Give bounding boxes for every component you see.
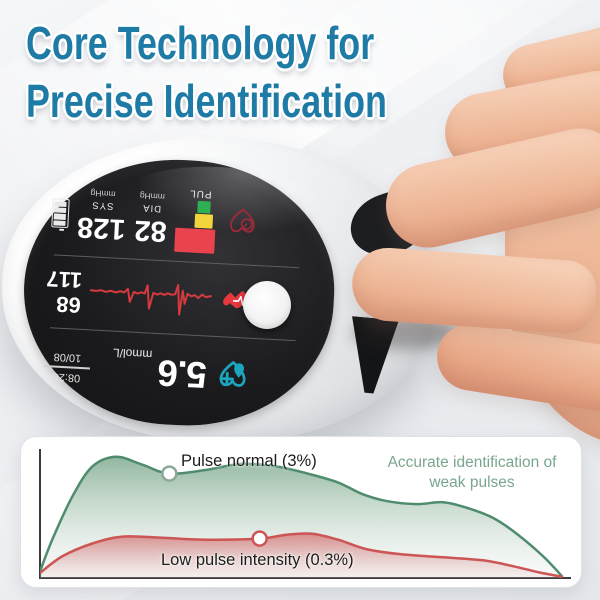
battery-icon [51,198,70,229]
dia-value: 82 [133,213,168,248]
blood-pressure-icon [230,208,255,233]
sys-value: 128 [76,210,127,246]
date-value: 10/08 [53,350,82,365]
sys-label: SYS [91,199,114,212]
sys-column: 128 SYS mmHg [76,188,127,246]
title-line-2: Precise Identification [26,75,387,127]
pul-bar [194,214,214,230]
pulse-area-chart [40,455,564,578]
datetime-divider [43,365,90,370]
weak-pulse-annotation: Accurate identification of weak pulses [387,454,557,491]
blood-drop-icon [234,363,245,378]
sys-unit: mmHg [90,188,116,201]
heart-rate-value-bottom: 117 [45,266,83,293]
title-line-1: Core Technology for [26,17,375,69]
gauge-icon [240,218,253,231]
device-power-button [243,281,291,329]
dia-label: DIA [142,201,162,214]
pulse-normal-label: Pulse normal (3%) [181,452,317,470]
dia-column: 82 DIA mmHg [133,191,169,248]
glucose-value: 5.6 [157,352,208,396]
chart-marker [251,530,268,547]
time-value: 08:28 [52,370,81,384]
ecg-waveform [89,284,213,316]
glucose-unit: mmol/L [112,345,153,362]
chart-marker [161,465,178,482]
y-axis [39,449,41,579]
datetime-block: 08:28 10/08 [41,350,93,384]
plus-icon [220,371,234,386]
oximeter-screen: 5.6 mmol/L 08:28 10/08 68 117 [17,152,341,433]
pul-bar [197,201,212,215]
dia-unit: mmHg [139,191,166,203]
pulse-strength-bars [174,200,218,255]
pul-label: PUL [188,187,212,201]
glucose-row: 5.6 mmol/L 08:28 10/08 [40,330,309,416]
glucose-heart-icon [219,361,246,387]
page-title: Core Technology for Precise Identificati… [26,14,387,130]
blood-pressure-row: PUL 82 DIA mmHg 128 SYS mmHg [48,174,318,266]
pul-bar [174,228,216,255]
heart-rate-values: 68 117 [45,266,83,318]
heart-rate-value-top: 68 [55,291,82,318]
x-axis [39,577,571,579]
pulse-strength-block: PUL [174,187,218,255]
low-pulse-label: Low pulse intensity (0.3%) [161,551,354,569]
pulse-chart-card: Pulse normal (3%) Low pulse intensity (0… [20,436,582,588]
